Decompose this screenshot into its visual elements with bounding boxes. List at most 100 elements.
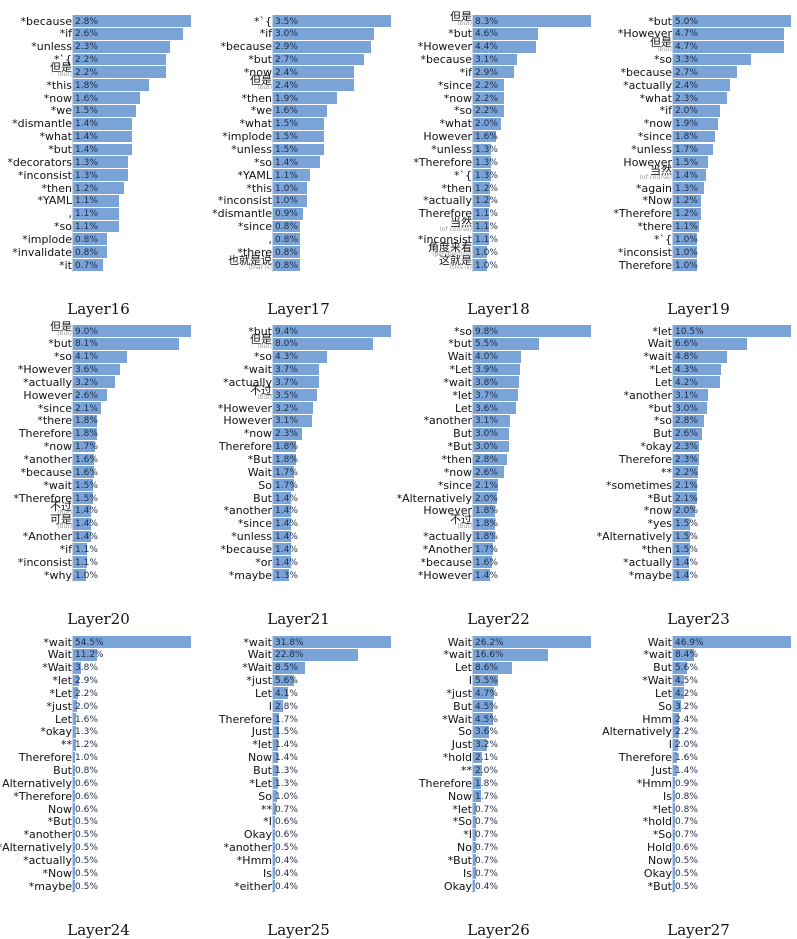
token-label: But <box>453 427 472 440</box>
data-bar <box>473 92 505 105</box>
data-bar <box>273 453 296 467</box>
token-label: Therefore <box>619 259 672 272</box>
token-label: *YAML <box>37 194 72 207</box>
chart-title: Layer24 <box>67 921 130 939</box>
token-label: *sometimes <box>606 479 672 492</box>
token-label: I <box>269 700 272 713</box>
token-text: Now <box>448 789 472 803</box>
data-label: 0.5% <box>75 817 98 828</box>
data-bar <box>73 92 141 105</box>
data-label: 1.7% <box>275 480 298 491</box>
data-bar <box>73 207 120 221</box>
data-bar <box>273 40 371 54</box>
data-bar <box>273 492 291 505</box>
data-label: 3.8% <box>475 377 498 388</box>
data-label: 2.3% <box>675 93 698 104</box>
data-label: 1.3% <box>75 727 98 738</box>
token-label: Therefore <box>619 453 672 466</box>
data-bar <box>673 453 699 467</box>
token-translation: (but) <box>257 84 272 92</box>
data-bar <box>673 66 737 80</box>
data-label: 0.7% <box>675 817 698 828</box>
token-label: *wait <box>643 350 672 363</box>
data-bar <box>473 517 495 531</box>
data-bar <box>273 648 358 662</box>
chart-panel: Wait 46.9% *wait 8.4% But 5.6% *Wait 4.5% Let 4.2… <box>600 636 797 939</box>
data-label: 2.6% <box>75 29 98 40</box>
data-label: 1.5% <box>675 157 698 168</box>
data-label: 0.5% <box>675 881 698 892</box>
data-bar <box>73 246 107 260</box>
data-label: 4.7% <box>675 29 698 40</box>
token-label: *`{ <box>654 233 672 246</box>
token-label: *because <box>420 556 472 569</box>
data-bar <box>473 815 477 829</box>
data-bar <box>273 233 300 247</box>
token-text: ** <box>61 738 72 752</box>
token-label: 但是 (but) <box>250 75 272 92</box>
token-text: *YAML <box>237 168 272 182</box>
token-label: 但是 (but) <box>450 10 472 27</box>
data-label: 5.0% <box>675 16 698 27</box>
token-label: *unless <box>231 530 272 543</box>
data-bar <box>73 687 78 701</box>
chart-title: Layer16 <box>67 300 130 318</box>
y-axis-line <box>672 15 673 272</box>
data-bar <box>473 220 489 234</box>
token-translation: (but) <box>57 509 72 517</box>
data-label: 2.0% <box>475 493 498 504</box>
data-label: 2.3% <box>275 429 298 440</box>
token-label: Just <box>252 725 272 738</box>
data-label: 3.0% <box>675 403 698 414</box>
data-label: 0.8% <box>675 791 698 802</box>
data-label: 1.4% <box>675 557 698 568</box>
token-label: *so <box>454 325 472 338</box>
token-label: *then <box>41 182 72 195</box>
data-bar <box>273 350 327 364</box>
data-bar <box>673 440 699 454</box>
token-label: *hold <box>643 815 672 828</box>
data-bar <box>273 325 391 338</box>
token-text: So <box>658 699 672 713</box>
token-text: So <box>258 478 272 492</box>
data-label: 1.0% <box>75 753 98 764</box>
data-label: 2.7% <box>275 55 298 66</box>
data-bar <box>73 15 191 28</box>
token-text: Therefore <box>218 440 272 454</box>
data-bar <box>73 530 92 544</box>
data-label: 2.1% <box>675 493 698 504</box>
token-label: *actually <box>623 556 672 569</box>
data-bar <box>673 661 688 675</box>
token-label: *inconsist <box>18 169 72 182</box>
token-label: *there <box>237 246 272 259</box>
data-label: 1.4% <box>75 519 98 530</box>
data-label: 3.2% <box>275 403 298 414</box>
data-bar <box>473 207 489 221</box>
token-text: 但是 <box>450 10 472 23</box>
data-bar <box>73 725 76 739</box>
data-label: 1.1% <box>75 557 98 568</box>
data-bar <box>273 27 375 41</box>
token-text: ** <box>661 465 672 479</box>
token-label: ** <box>461 764 472 777</box>
token-label: *But <box>448 440 472 453</box>
data-bar <box>273 259 300 272</box>
data-label: 1.0% <box>475 260 498 271</box>
data-bar <box>473 53 518 67</box>
data-label: 1.7% <box>275 714 298 725</box>
token-text: *another <box>423 414 472 428</box>
data-bar <box>273 815 276 829</box>
token-text: *so <box>254 155 272 169</box>
token-text: *now <box>643 504 672 518</box>
token-label: *now <box>244 427 272 440</box>
token-text: *so <box>654 414 672 428</box>
data-label: 5.5% <box>475 676 498 687</box>
data-label: 1.3% <box>275 766 298 776</box>
token-label: *so <box>454 104 472 117</box>
data-label: 2.0% <box>675 740 698 751</box>
token-text: *since <box>37 401 72 415</box>
data-label: 1.3% <box>275 778 298 789</box>
data-label: 0.9% <box>675 778 698 789</box>
token-label: *but <box>448 337 472 350</box>
token-label: Okay <box>644 867 672 880</box>
